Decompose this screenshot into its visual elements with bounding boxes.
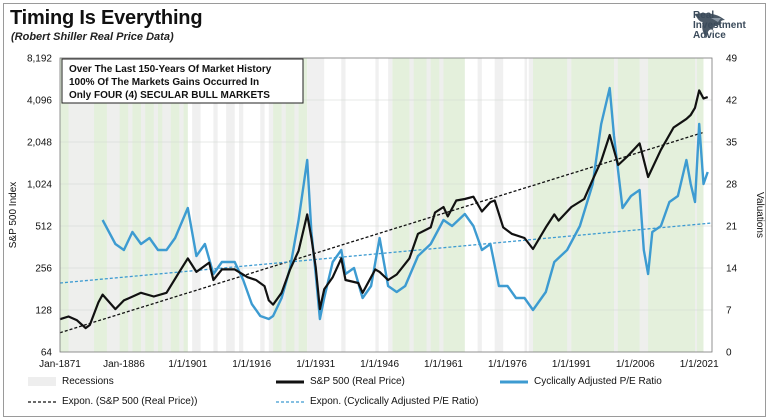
recession-band [268, 58, 274, 352]
recession-band [613, 58, 618, 352]
recession-band [426, 58, 431, 352]
cape-legend-swatch [500, 380, 528, 384]
legend-cape: Cyclically Adjusted P/E Ratio [534, 376, 662, 387]
y-tick-label: 128 [35, 306, 52, 317]
recession-band [477, 58, 482, 352]
series-line-expon-cyclically-adjusted-p-e-ratio [59, 222, 713, 284]
x-tick-label: Jan-1886 [103, 359, 145, 370]
x-tick-label: 1/1/1991 [552, 359, 591, 370]
recession-band [388, 58, 393, 352]
y-tick-label: 4,096 [27, 96, 52, 107]
cape-trend-legend-swatch [276, 401, 304, 403]
x-tick-label: 1/1/1931 [296, 359, 335, 370]
recession-band [140, 58, 146, 352]
annotation-line-1: Over The Last 150-Years Of Market Histor… [69, 64, 272, 75]
recession-band [192, 58, 201, 352]
recession-bands [68, 58, 698, 352]
x-tick-label: 1/1/1961 [424, 359, 463, 370]
recession-band [162, 58, 171, 352]
recession-band [294, 58, 299, 352]
recession-band [238, 58, 244, 352]
chart-title: Timing Is Everything [10, 7, 203, 29]
recession-band [375, 58, 379, 352]
x-tick-label: 1/1/2021 [680, 359, 719, 370]
y-tick-label: 2,048 [27, 138, 52, 149]
recession-band [567, 58, 572, 352]
annotation-box: Over The Last 150-Years Of Market Histor… [61, 58, 304, 104]
y2-tick-label: 42 [726, 96, 738, 107]
recession-band [213, 58, 218, 352]
logo-line-2: Investment [693, 20, 746, 31]
y-tick-label: 256 [35, 264, 52, 275]
recessions-legend-swatch [28, 377, 56, 386]
sp500-legend-swatch [276, 380, 304, 384]
x-tick-label: 1/1/2006 [616, 359, 655, 370]
axes [59, 57, 713, 353]
annotation-line-2: 100% Of The Markets Gains Occurred In [69, 77, 259, 88]
plot-border [59, 57, 713, 353]
y2-tick-label: 28 [726, 180, 738, 191]
y-tick-label: 1,024 [27, 180, 52, 191]
recession-band [128, 58, 133, 352]
y2-tick-label: 14 [726, 264, 738, 275]
y2-tick-label: 49 [726, 54, 738, 65]
logo-line-3: Advice [693, 30, 726, 41]
recession-band [341, 58, 346, 352]
x-tick-label: Jan-1871 [39, 359, 81, 370]
recession-band [281, 58, 286, 352]
x-tick-label: 1/1/1976 [488, 359, 527, 370]
y-tick-label: 64 [41, 348, 53, 359]
logo-line-1: Real [693, 10, 715, 21]
recession-band [68, 58, 95, 352]
series-lines [59, 86, 713, 334]
x-tick-label: 1/1/1901 [168, 359, 207, 370]
x-tick-label: 1/1/1916 [232, 359, 271, 370]
tick-labels: 8,192 4,096 2,048 1,024 512 256 128 64 49 42 35 28 2… [27, 54, 738, 371]
y-tick-label: 512 [35, 222, 52, 233]
y-tick-label: 8,192 [27, 54, 52, 65]
legend-recessions: Recessions [62, 376, 114, 387]
y-axis-label: S&P 500 Index [8, 182, 19, 249]
series-line-cyclically-adjusted-p-e-ratio [101, 86, 709, 321]
legend-cape-trend: Expon. (Cyclically Adjusted P/E Ratio) [310, 396, 479, 407]
recession-band [153, 58, 159, 352]
legend-sp500-trend: Expon. (S&P 500 (Real Price)) [62, 396, 198, 407]
recession-band [694, 58, 698, 352]
recession-band [409, 58, 414, 352]
bull-market-band [533, 58, 704, 352]
y2-tick-label: 21 [726, 222, 738, 233]
x-tick-label: 1/1/1946 [360, 359, 399, 370]
recession-band [639, 58, 649, 352]
recession-band [524, 58, 528, 352]
eagle-logo-icon [695, 13, 725, 38]
chart-subtitle: (Robert Shiller Real Price Data) [11, 31, 174, 43]
recession-band [307, 58, 325, 352]
recession-band [179, 58, 184, 352]
legend-sp500: S&P 500 (Real Price) [310, 376, 405, 387]
recession-band [226, 58, 235, 352]
y2-tick-label: 0 [726, 348, 732, 359]
y2-tick-label: 35 [726, 138, 738, 149]
recession-band [528, 58, 534, 352]
recession-band [439, 58, 444, 352]
y2-axis-label: Valuations [754, 192, 765, 238]
recession-band [260, 58, 265, 352]
sp500-trend-legend-swatch [28, 401, 56, 403]
y2-tick-label: 7 [726, 306, 732, 317]
logo-wordmark: Real Investment Advice [693, 11, 746, 41]
annotation-line-3: Only FOUR (4) SECULAR BULL MARKETS [69, 90, 270, 101]
recession-band [494, 58, 504, 352]
series-line-s-p-500-real-price [59, 89, 709, 330]
